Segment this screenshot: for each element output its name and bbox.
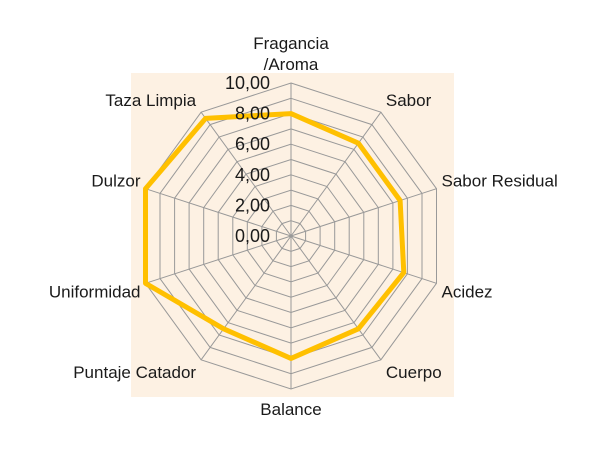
radar-series-layer — [143, 111, 407, 361]
category-label-line: /Aroma — [264, 55, 319, 74]
category-label: Uniformidad — [49, 282, 141, 301]
category-label-line: Sabor Residual — [442, 172, 558, 191]
tick-label: 0,00 — [235, 226, 270, 246]
radar-grid — [145, 82, 437, 390]
grid-spoke — [145, 235, 292, 284]
grid-spoke — [200, 111, 292, 237]
category-label-line: Sabor — [386, 91, 432, 110]
series-line — [143, 111, 407, 361]
category-label: Cuerpo — [386, 363, 442, 382]
grid-spoke — [290, 235, 382, 361]
category-label: Balance — [260, 400, 321, 419]
category-label-line: Dulzor — [91, 172, 140, 191]
category-label-line: Uniformidad — [49, 282, 141, 301]
grid-spoke — [290, 235, 437, 284]
category-label-line: Puntaje Catador — [73, 363, 196, 382]
category-label: Puntaje Catador — [73, 363, 196, 382]
category-label: Taza Limpia — [105, 91, 196, 110]
grid-spoke — [290, 188, 437, 237]
category-label-line: Balance — [260, 400, 321, 419]
grid-spoke — [290, 111, 382, 237]
grid-spoke — [200, 235, 292, 361]
category-label: Acidez — [442, 282, 493, 301]
category-label: Fragancia/Aroma — [253, 34, 329, 74]
tick-label: 8,00 — [235, 104, 270, 124]
category-label: Sabor — [386, 91, 432, 110]
category-label: Sabor Residual — [442, 172, 558, 191]
tick-label: 2,00 — [235, 195, 270, 215]
grid-spoke — [145, 188, 292, 237]
radial-tick-labels: 0,00 2,00 4,00 6,00 8,00 10,00 — [225, 73, 270, 246]
category-label: Dulzor — [91, 172, 140, 191]
tick-label: 4,00 — [235, 165, 270, 185]
tick-label: 10,00 — [225, 73, 270, 93]
tick-label: 6,00 — [235, 134, 270, 154]
category-label-line: Fragancia — [253, 34, 329, 53]
category-label-line: Taza Limpia — [105, 91, 196, 110]
category-labels: Fragancia/Aroma Sabor Sabor Residual Acidez… — [49, 34, 558, 419]
category-label-line: Cuerpo — [386, 363, 442, 382]
category-label-line: Acidez — [442, 282, 493, 301]
